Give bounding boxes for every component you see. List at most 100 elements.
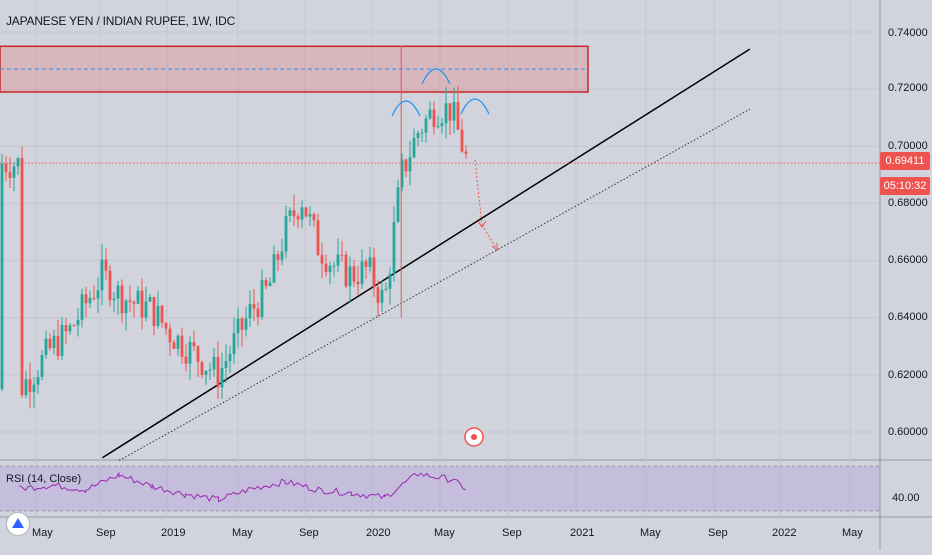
ascending-trendline <box>101 48 751 459</box>
candle-down <box>320 255 324 264</box>
countdown-badge: 05:10:32 <box>880 177 930 195</box>
price-tick-label: 0.74000 <box>888 27 928 39</box>
candle-up <box>388 273 392 289</box>
candle-up <box>452 101 456 121</box>
candle-up <box>156 305 160 326</box>
candle-up <box>368 257 372 267</box>
candle-down <box>456 101 460 130</box>
candle-up <box>444 103 448 124</box>
price-tick-label: 0.68000 <box>888 197 928 209</box>
time-tick-label: 2020 <box>366 527 391 539</box>
candle-up <box>400 159 404 188</box>
candle-down <box>8 172 12 178</box>
last-price-badge: 0.69411 <box>880 152 930 170</box>
candle-down <box>132 302 136 304</box>
candle-down <box>296 216 300 220</box>
event-marker-dot <box>471 434 477 440</box>
candle-down <box>140 290 144 318</box>
candle-down <box>56 335 60 357</box>
candle-up <box>32 384 36 392</box>
time-tick-label: May <box>32 527 53 539</box>
candle-up <box>416 133 420 138</box>
candle-down <box>28 379 32 392</box>
projection-arrow <box>474 159 483 226</box>
candle-down <box>324 263 328 272</box>
candle-up <box>40 354 44 378</box>
candle-down <box>84 294 88 304</box>
candle-up <box>428 109 432 119</box>
projection-arrow-extension <box>481 224 497 249</box>
price-tick-label: 0.70000 <box>888 140 928 152</box>
candle-down <box>120 285 124 314</box>
time-tick-label: May <box>640 527 661 539</box>
tradingview-logo-icon[interactable] <box>6 512 30 536</box>
candle-up <box>348 266 352 287</box>
candle-down <box>460 129 464 152</box>
candle-down <box>152 297 156 326</box>
candle-up <box>360 261 364 285</box>
candle-up <box>284 215 288 252</box>
candle-down <box>340 254 344 256</box>
candle-down <box>172 342 176 349</box>
candle-down <box>344 254 348 287</box>
time-tick-label: Sep <box>299 527 319 539</box>
candle-up <box>420 132 424 134</box>
candle-down <box>168 328 172 343</box>
candle-down <box>200 361 204 375</box>
candle-down <box>404 159 408 172</box>
time-tick-label: Sep <box>502 527 522 539</box>
candle-down <box>184 356 188 364</box>
head-arc <box>421 68 451 85</box>
price-tick-label: 0.72000 <box>888 82 928 94</box>
candle-down <box>256 308 260 318</box>
candle-up <box>436 126 440 128</box>
candle-up <box>328 265 332 272</box>
candle-down <box>64 325 68 332</box>
candle-up <box>204 370 208 375</box>
candle-up <box>24 379 28 396</box>
candle-up <box>80 294 84 320</box>
time-tick-label: May <box>232 527 253 539</box>
candle-up <box>212 356 216 370</box>
candle-up <box>148 297 152 302</box>
projection-arrowhead <box>491 243 498 252</box>
candle-up <box>76 319 80 326</box>
candle-up <box>116 285 120 299</box>
candle-down <box>164 322 168 329</box>
candle-up <box>228 354 232 361</box>
candle-down <box>216 356 220 388</box>
symbol-title: JAPANESE YEN / INDIAN RUPEE, 1W, IDC <box>6 14 236 28</box>
candle-down <box>372 257 376 288</box>
candle-up <box>408 157 412 172</box>
candle-down <box>264 280 268 286</box>
candle-down <box>252 303 256 309</box>
time-tick-label: Sep <box>708 527 728 539</box>
right-shoulder-arc <box>460 98 490 115</box>
price-tick-label: 0.62000 <box>888 369 928 381</box>
candle-up <box>16 158 20 167</box>
candle-up <box>176 335 180 349</box>
candle-up <box>60 325 64 357</box>
candle-up <box>124 300 128 314</box>
candle-down <box>364 261 368 267</box>
candle-up <box>224 360 228 368</box>
candle-up <box>96 290 100 299</box>
price-tick-label: 0.64000 <box>888 311 928 323</box>
time-tick-label: Sep <box>96 527 116 539</box>
candle-up <box>396 187 400 222</box>
candle-down <box>196 346 200 362</box>
rsi-band <box>0 466 880 511</box>
candle-down <box>352 266 356 282</box>
candle-down <box>72 325 76 327</box>
price-tick-label: 0.60000 <box>888 426 928 438</box>
candle-down <box>464 151 468 154</box>
time-tick-label: May <box>434 527 455 539</box>
left-shoulder-arc <box>391 100 421 117</box>
candle-down <box>240 318 244 330</box>
candle-up <box>12 166 16 178</box>
candle-down <box>20 158 24 396</box>
candle-up <box>332 265 336 267</box>
candle-down <box>92 297 96 299</box>
projection-arrowhead <box>477 220 487 228</box>
